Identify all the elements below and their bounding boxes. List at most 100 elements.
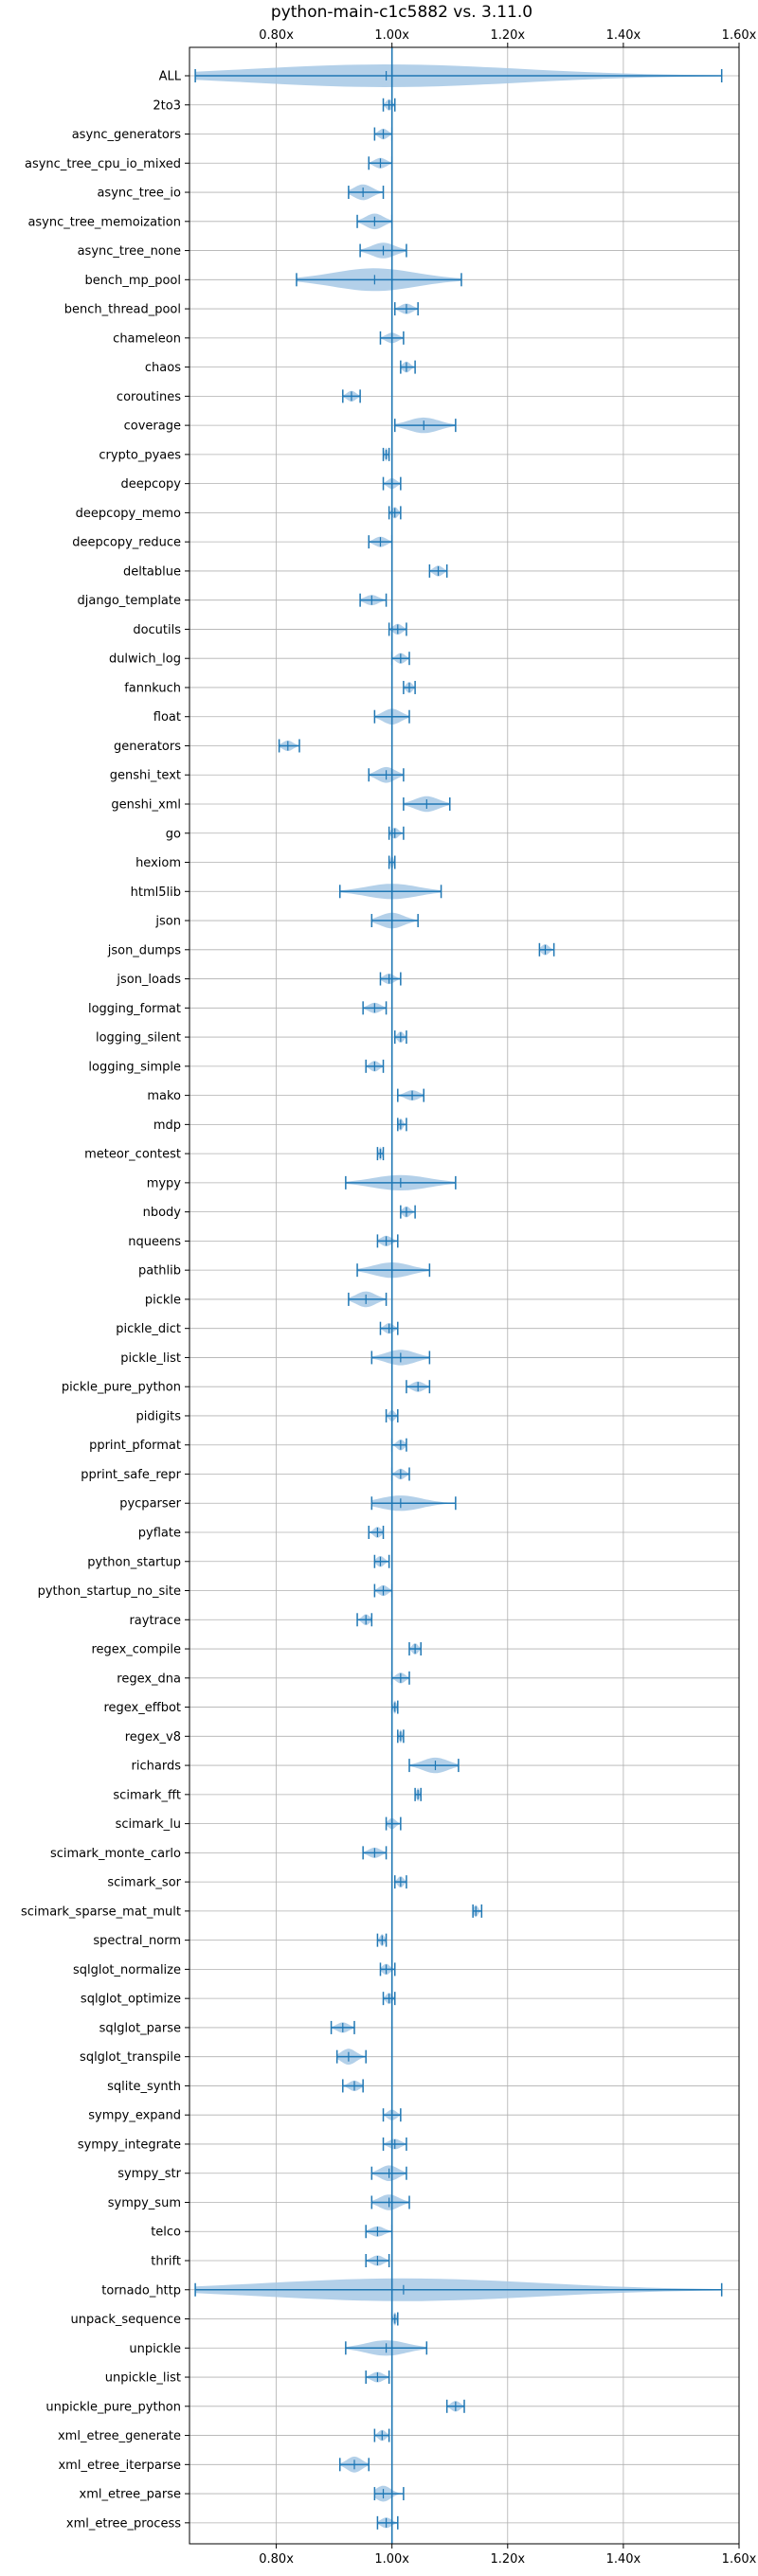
y-tick-label: html5lib xyxy=(131,886,181,900)
y-tick-label: coroutines xyxy=(117,390,181,404)
y-tick-label: xml_etree_parse xyxy=(80,2488,181,2502)
y-tick-label: mako xyxy=(147,1089,181,1103)
y-tick-label: telco xyxy=(151,2226,181,2240)
y-tick-label: json_dumps xyxy=(107,943,181,957)
y-tick-label: nbody xyxy=(143,1206,182,1220)
x-tick-label-bottom: 0.80x xyxy=(259,2552,294,2567)
y-tick-label: scimark_lu xyxy=(116,1817,181,1832)
y-tick-label: bench_thread_pool xyxy=(64,303,181,317)
y-tick-label: 2to3 xyxy=(153,98,181,113)
y-tick-label: pickle_dict xyxy=(116,1322,181,1336)
y-tick-label: pyflate xyxy=(138,1527,181,1541)
y-tick-label: xml_etree_generate xyxy=(58,2429,181,2443)
y-tick-label: regex_effbot xyxy=(103,1701,181,1715)
y-tick-label: bench_mp_pool xyxy=(84,274,181,288)
y-tick-label: hexiom xyxy=(135,856,181,870)
y-tick-label: unpickle_pure_python xyxy=(45,2400,181,2414)
y-tick-label: sqlglot_parse xyxy=(99,2021,181,2035)
y-tick-label: unpickle_list xyxy=(105,2371,181,2386)
y-tick-label: pprint_safe_repr xyxy=(81,1468,181,1482)
y-tick-label: sqlglot_transpile xyxy=(80,2050,181,2065)
x-tick-label-bottom: 1.60x xyxy=(722,2552,757,2567)
y-tick-label: sqlglot_normalize xyxy=(73,1963,181,1977)
y-tick-label: regex_v8 xyxy=(125,1730,181,1744)
y-tick-label: pycparser xyxy=(119,1497,181,1512)
x-tick-label-top: 0.80x xyxy=(259,28,294,43)
x-tick-label-top: 1.20x xyxy=(490,28,525,43)
y-tick-label: go xyxy=(166,827,181,841)
y-tick-label: genshi_xml xyxy=(111,798,181,813)
y-tick-label: raytrace xyxy=(129,1614,181,1628)
y-tick-label: sqlglot_optimize xyxy=(81,1993,181,2007)
y-tick-label: chameleon xyxy=(113,331,181,346)
x-tick-label-top: 1.40x xyxy=(606,28,641,43)
y-tick-label: python_startup xyxy=(87,1555,181,1569)
y-tick-label: sympy_integrate xyxy=(78,2138,181,2152)
y-tick-label: scimark_sparse_mat_mult xyxy=(21,1905,181,1919)
y-tick-label: genshi_text xyxy=(110,769,181,783)
y-tick-label: crypto_pyaes xyxy=(99,448,181,462)
chart-title: python-main-c1c5882 vs. 3.11.0 xyxy=(271,3,532,22)
y-tick-label: ALL xyxy=(159,70,182,84)
y-tick-label: tornado_http xyxy=(101,2283,181,2298)
y-tick-label: docutils xyxy=(133,623,181,637)
y-tick-label: scimark_monte_carlo xyxy=(50,1847,181,1861)
y-tick-label: thrift xyxy=(151,2255,181,2269)
y-tick-label: async_generators xyxy=(72,128,182,142)
y-tick-label: pickle_pure_python xyxy=(62,1381,181,1395)
y-tick-label: unpack_sequence xyxy=(70,2313,181,2327)
y-tick-label: async_tree_none xyxy=(78,244,181,259)
y-tick-label: sympy_str xyxy=(117,2167,181,2181)
y-tick-label: deepcopy xyxy=(120,477,181,492)
y-tick-label: xml_etree_iterparse xyxy=(58,2459,181,2473)
x-tick-label-bottom: 1.40x xyxy=(606,2552,641,2567)
y-tick-label: mdp xyxy=(153,1118,181,1133)
y-tick-label: scimark_fft xyxy=(113,1788,181,1802)
y-tick-label: coverage xyxy=(124,420,181,434)
x-tick-label-bottom: 1.20x xyxy=(490,2552,525,2567)
y-tick-label: spectral_norm xyxy=(93,1934,181,1948)
y-tick-label: fannkuch xyxy=(124,681,181,695)
marks-layer xyxy=(194,47,723,2544)
y-tick-label: json xyxy=(154,915,181,929)
y-tick-label: mypy xyxy=(147,1176,182,1190)
y-tick-label: richards xyxy=(132,1760,182,1774)
y-tick-label: pickle xyxy=(145,1293,181,1307)
y-tick-label: xml_etree_process xyxy=(66,2516,181,2531)
y-tick-label: dulwich_log xyxy=(109,653,181,667)
y-tick-label: deltablue xyxy=(123,564,181,579)
y-tick-label: generators xyxy=(114,740,181,754)
y-tick-label: float xyxy=(153,710,181,724)
plot-frame xyxy=(189,46,740,2545)
y-tick-label: async_tree_memoization xyxy=(27,215,181,229)
y-tick-label: sqlite_synth xyxy=(107,2080,181,2094)
y-tick-label: deepcopy_reduce xyxy=(72,536,181,550)
y-tick-label: json_loads xyxy=(116,973,181,987)
y-tick-label: logging_format xyxy=(88,1002,181,1016)
y-tick-label: regex_dna xyxy=(117,1672,181,1686)
y-tick-label: meteor_contest xyxy=(84,1148,181,1162)
y-tick-label: logging_simple xyxy=(88,1060,181,1074)
y-tick-label: deepcopy_memo xyxy=(76,507,181,521)
y-tick-label: scimark_sor xyxy=(107,1876,181,1890)
y-tick-label: pprint_pformat xyxy=(89,1439,181,1453)
y-tick-label: async_tree_cpu_io_mixed xyxy=(25,157,181,171)
y-tick-label: chaos xyxy=(145,361,181,375)
y-tick-label: pickle_list xyxy=(120,1351,181,1366)
y-tick-label: nqueens xyxy=(128,1235,181,1249)
y-tick-label: sympy_sum xyxy=(108,2196,181,2210)
y-tick-label: python_startup_no_site xyxy=(38,1584,181,1599)
x-tick-label-top: 1.00x xyxy=(374,28,409,43)
x-tick-label-bottom: 1.00x xyxy=(374,2552,409,2567)
y-tick-label: django_template xyxy=(78,594,181,608)
y-tick-label: async_tree_io xyxy=(97,187,181,201)
y-tick-label: regex_compile xyxy=(91,1643,181,1657)
y-tick-label: unpickle xyxy=(129,2342,181,2356)
y-tick-label: pidigits xyxy=(136,1409,182,1423)
x-tick-label-top: 1.60x xyxy=(722,28,757,43)
y-tick-label: pathlib xyxy=(138,1264,181,1279)
y-tick-label: sympy_expand xyxy=(88,2109,181,2123)
y-tick-label: logging_silent xyxy=(96,1031,181,1046)
